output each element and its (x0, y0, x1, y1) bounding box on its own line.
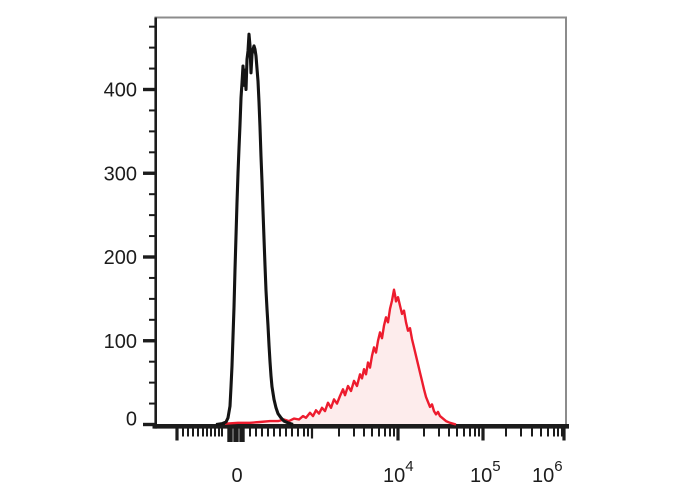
x-tick-label: 106 (532, 458, 563, 487)
x-axis-line (152, 424, 569, 429)
y-axis-ticks (143, 25, 156, 427)
y-axis-labels: 0 100 200 300 400 (104, 80, 137, 431)
x-axis-ticks (175, 428, 566, 442)
plot-frame (152, 16, 569, 429)
y-tick-label: 300 (104, 163, 137, 185)
y-tick-label: 0 (126, 409, 137, 431)
y-tick-label: 200 (104, 247, 137, 269)
sample-fill-area (225, 289, 456, 425)
x-axis-labels: 0 104 105 106 (231, 458, 562, 487)
x-tick-label: 104 (383, 458, 414, 487)
y-axis-line (154, 17, 157, 429)
x-tick-label: 105 (470, 458, 501, 487)
control-curve (215, 32, 294, 427)
series-fills (225, 289, 456, 425)
y-tick-label: 100 (104, 331, 137, 353)
sample-curve (224, 288, 457, 426)
x-tick-label: 0 (231, 465, 242, 487)
series-curves (215, 32, 457, 427)
y-tick-label: 400 (104, 80, 137, 102)
